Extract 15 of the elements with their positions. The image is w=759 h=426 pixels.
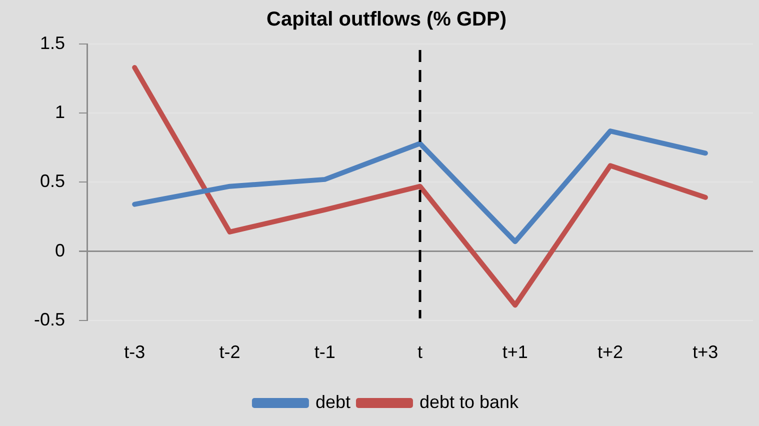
y-tick-label: 0 (55, 240, 66, 260)
x-tick-label: t-2 (219, 342, 240, 362)
legend-label: debt to bank (419, 392, 520, 412)
x-tick-label: t (418, 342, 423, 362)
chart-title: Capital outflows (% GDP) (266, 8, 506, 31)
x-tick-label: t-3 (124, 342, 146, 362)
y-tick-label: -0.5 (34, 309, 66, 330)
x-tick-label: t+1 (502, 342, 528, 362)
y-tick-label: 1 (55, 102, 66, 122)
x-tick-label: t+3 (692, 342, 718, 362)
y-tick-label: 0.5 (40, 171, 66, 192)
legend-label: debt (315, 392, 350, 412)
x-tick-label: t-1 (314, 342, 336, 362)
x-tick-label: t+2 (598, 342, 624, 362)
y-tick-label: 1.5 (40, 32, 66, 53)
